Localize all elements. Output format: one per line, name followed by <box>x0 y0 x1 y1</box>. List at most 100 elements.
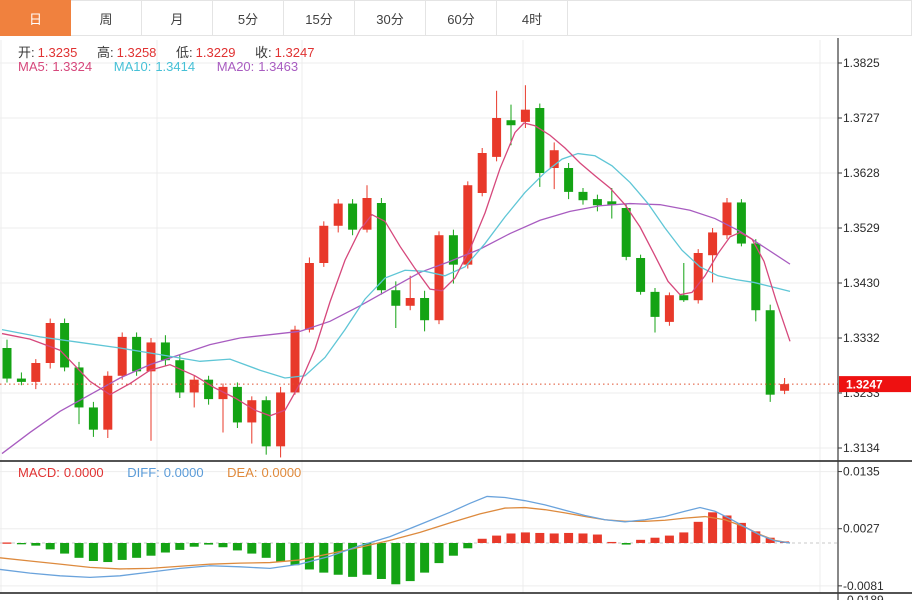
candle-down <box>765 310 775 395</box>
macd-bar-positive <box>477 538 487 543</box>
candle-up <box>117 336 127 376</box>
macd-bar-negative <box>232 543 242 551</box>
tab-day[interactable]: 日 <box>0 0 71 36</box>
macd-axis-label: -0.0081 <box>843 579 884 593</box>
macd-bar-positive <box>2 542 12 544</box>
macd-bar-negative <box>160 543 170 553</box>
candle-up <box>722 202 732 236</box>
candle-up <box>247 400 257 423</box>
macd-bar-negative <box>276 543 286 562</box>
macd-bar-negative <box>621 543 631 545</box>
candle-up <box>477 153 487 193</box>
candle-down <box>506 120 516 126</box>
macd-bar-negative <box>420 543 430 573</box>
candle-up <box>693 253 703 301</box>
ohlc-readout: 开: 1.3235 高: 1.3258 低: 1.3229 收: 1.3247 <box>18 42 330 61</box>
macd-bar-negative <box>304 543 314 570</box>
macd-bar-positive <box>578 533 588 543</box>
candle-up <box>45 323 55 363</box>
macd-bar-positive <box>708 512 718 543</box>
candle-down <box>607 201 617 205</box>
candle-down <box>204 379 214 400</box>
macd-bar-positive <box>549 533 559 543</box>
tab-4hour[interactable]: 4时 <box>497 0 568 36</box>
candle-down <box>175 360 185 393</box>
candle-down <box>60 323 70 368</box>
candle-up <box>103 375 113 430</box>
tabbar-filler <box>568 0 912 36</box>
macd-bar-positive <box>722 515 732 543</box>
open-label: 开: <box>18 45 35 60</box>
tab-15min[interactable]: 15分 <box>284 0 355 36</box>
candle-up <box>405 298 415 306</box>
candle-down <box>751 243 761 311</box>
macd-bar-negative <box>204 543 214 545</box>
tab-30min[interactable]: 30分 <box>355 0 426 36</box>
tab-month[interactable]: 月 <box>142 0 213 36</box>
macd-bar-positive <box>492 535 502 543</box>
macd-value: 0.0000 <box>63 465 104 480</box>
candle-down <box>376 203 386 291</box>
diff-label: DIFF: <box>127 465 160 480</box>
macd-bar-negative <box>362 543 372 575</box>
macd-bar-negative <box>103 543 113 563</box>
tab-5min[interactable]: 5分 <box>213 0 284 36</box>
candle-down <box>261 400 271 447</box>
macd-bar-positive <box>535 532 545 543</box>
macd-bar-negative <box>132 543 142 558</box>
candle-down <box>564 168 574 192</box>
macd-label: MACD: <box>18 465 60 480</box>
macd-bar-negative <box>31 543 41 546</box>
ma20-line <box>1 202 791 455</box>
macd-bar-negative <box>261 543 271 558</box>
macd-bar-positive <box>765 537 775 543</box>
y-axis-label: 1.3134 <box>843 441 880 455</box>
diff-value: 0.0000 <box>163 465 204 480</box>
y-axis-label: 1.3727 <box>843 111 880 125</box>
candle-up <box>463 185 473 265</box>
candle-down <box>679 295 689 301</box>
ma5-value: 1.3324 <box>52 59 93 74</box>
macd-bar-negative <box>218 543 228 548</box>
candle-down <box>578 191 588 201</box>
candle-down <box>132 336 142 372</box>
candle-down <box>535 108 545 173</box>
dea-label: DEA: <box>227 465 258 480</box>
macd-bar-positive <box>636 539 646 543</box>
candle-down <box>88 407 98 430</box>
macd-bar-negative <box>333 543 343 575</box>
macd-bar-negative <box>348 543 358 577</box>
close-value: 1.3247 <box>274 45 315 60</box>
macd-readout: MACD: 0.0000 DIFF: 0.0000 DEA: 0.0000 <box>18 465 301 480</box>
macd-bar-negative <box>391 543 401 585</box>
macd-bar-negative <box>117 543 127 560</box>
candle-up <box>333 203 343 226</box>
macd-bar-positive <box>520 532 530 543</box>
macd-bar-positive <box>736 522 746 543</box>
y-axis-label: 1.3332 <box>843 331 880 345</box>
candle-down <box>448 235 458 265</box>
macd-axis-label-clipped: -0.0189 <box>843 593 884 600</box>
candle-up <box>218 386 228 400</box>
macd-bar-positive <box>607 541 617 544</box>
macd-bar-negative <box>376 543 386 579</box>
macd-bar-positive <box>592 534 602 543</box>
macd-bar-positive <box>751 531 761 543</box>
tab-60min[interactable]: 60分 <box>426 0 497 36</box>
macd-bar-positive <box>664 535 674 543</box>
candle-down <box>160 342 170 361</box>
open-value: 1.3235 <box>37 45 78 60</box>
candle-up <box>708 232 718 256</box>
candle-up <box>189 379 199 393</box>
y-axis-label: 1.3825 <box>843 56 880 70</box>
candle-up <box>520 109 530 122</box>
macd-bar-negative <box>247 543 257 554</box>
macd-bar-negative <box>88 543 98 561</box>
dea-value: 0.0000 <box>261 465 302 480</box>
macd-bar-negative <box>16 543 26 545</box>
tab-week[interactable]: 周 <box>71 0 142 36</box>
candle-up <box>319 225 329 263</box>
candle-down <box>232 386 242 423</box>
period-tabbar: 日 周 月 5分 15分 30分 60分 4时 <box>0 0 912 36</box>
